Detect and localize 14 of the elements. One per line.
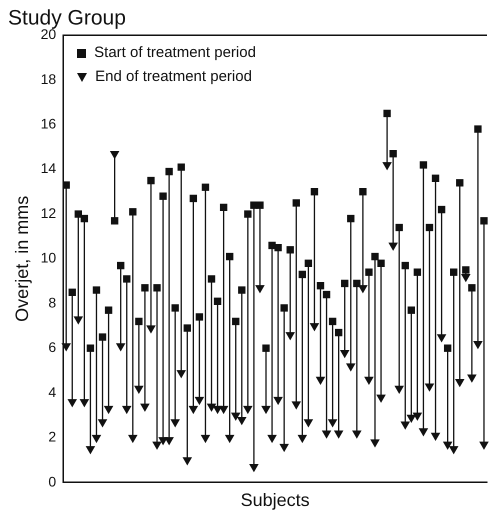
y-tick-label: 18 — [40, 70, 56, 87]
y-tick-label: 14 — [40, 160, 56, 176]
y-tick-label: 12 — [40, 204, 56, 221]
x-axis-title: Subjects — [240, 490, 310, 510]
y-tick-label: 2 — [48, 428, 56, 445]
y-tick-label: 10 — [40, 250, 56, 266]
y-tick-label: 0 — [48, 473, 56, 490]
legend-label: End of treatment period — [95, 67, 252, 88]
y-axis-title: Overjet, in mms — [12, 196, 32, 322]
y-tick-label: 16 — [40, 116, 56, 132]
y-tick-label: 4 — [48, 384, 56, 400]
legend-label: Start of treatment period — [94, 43, 256, 64]
y-tick-label: 6 — [48, 339, 56, 356]
y-tick-label: 8 — [48, 294, 56, 310]
